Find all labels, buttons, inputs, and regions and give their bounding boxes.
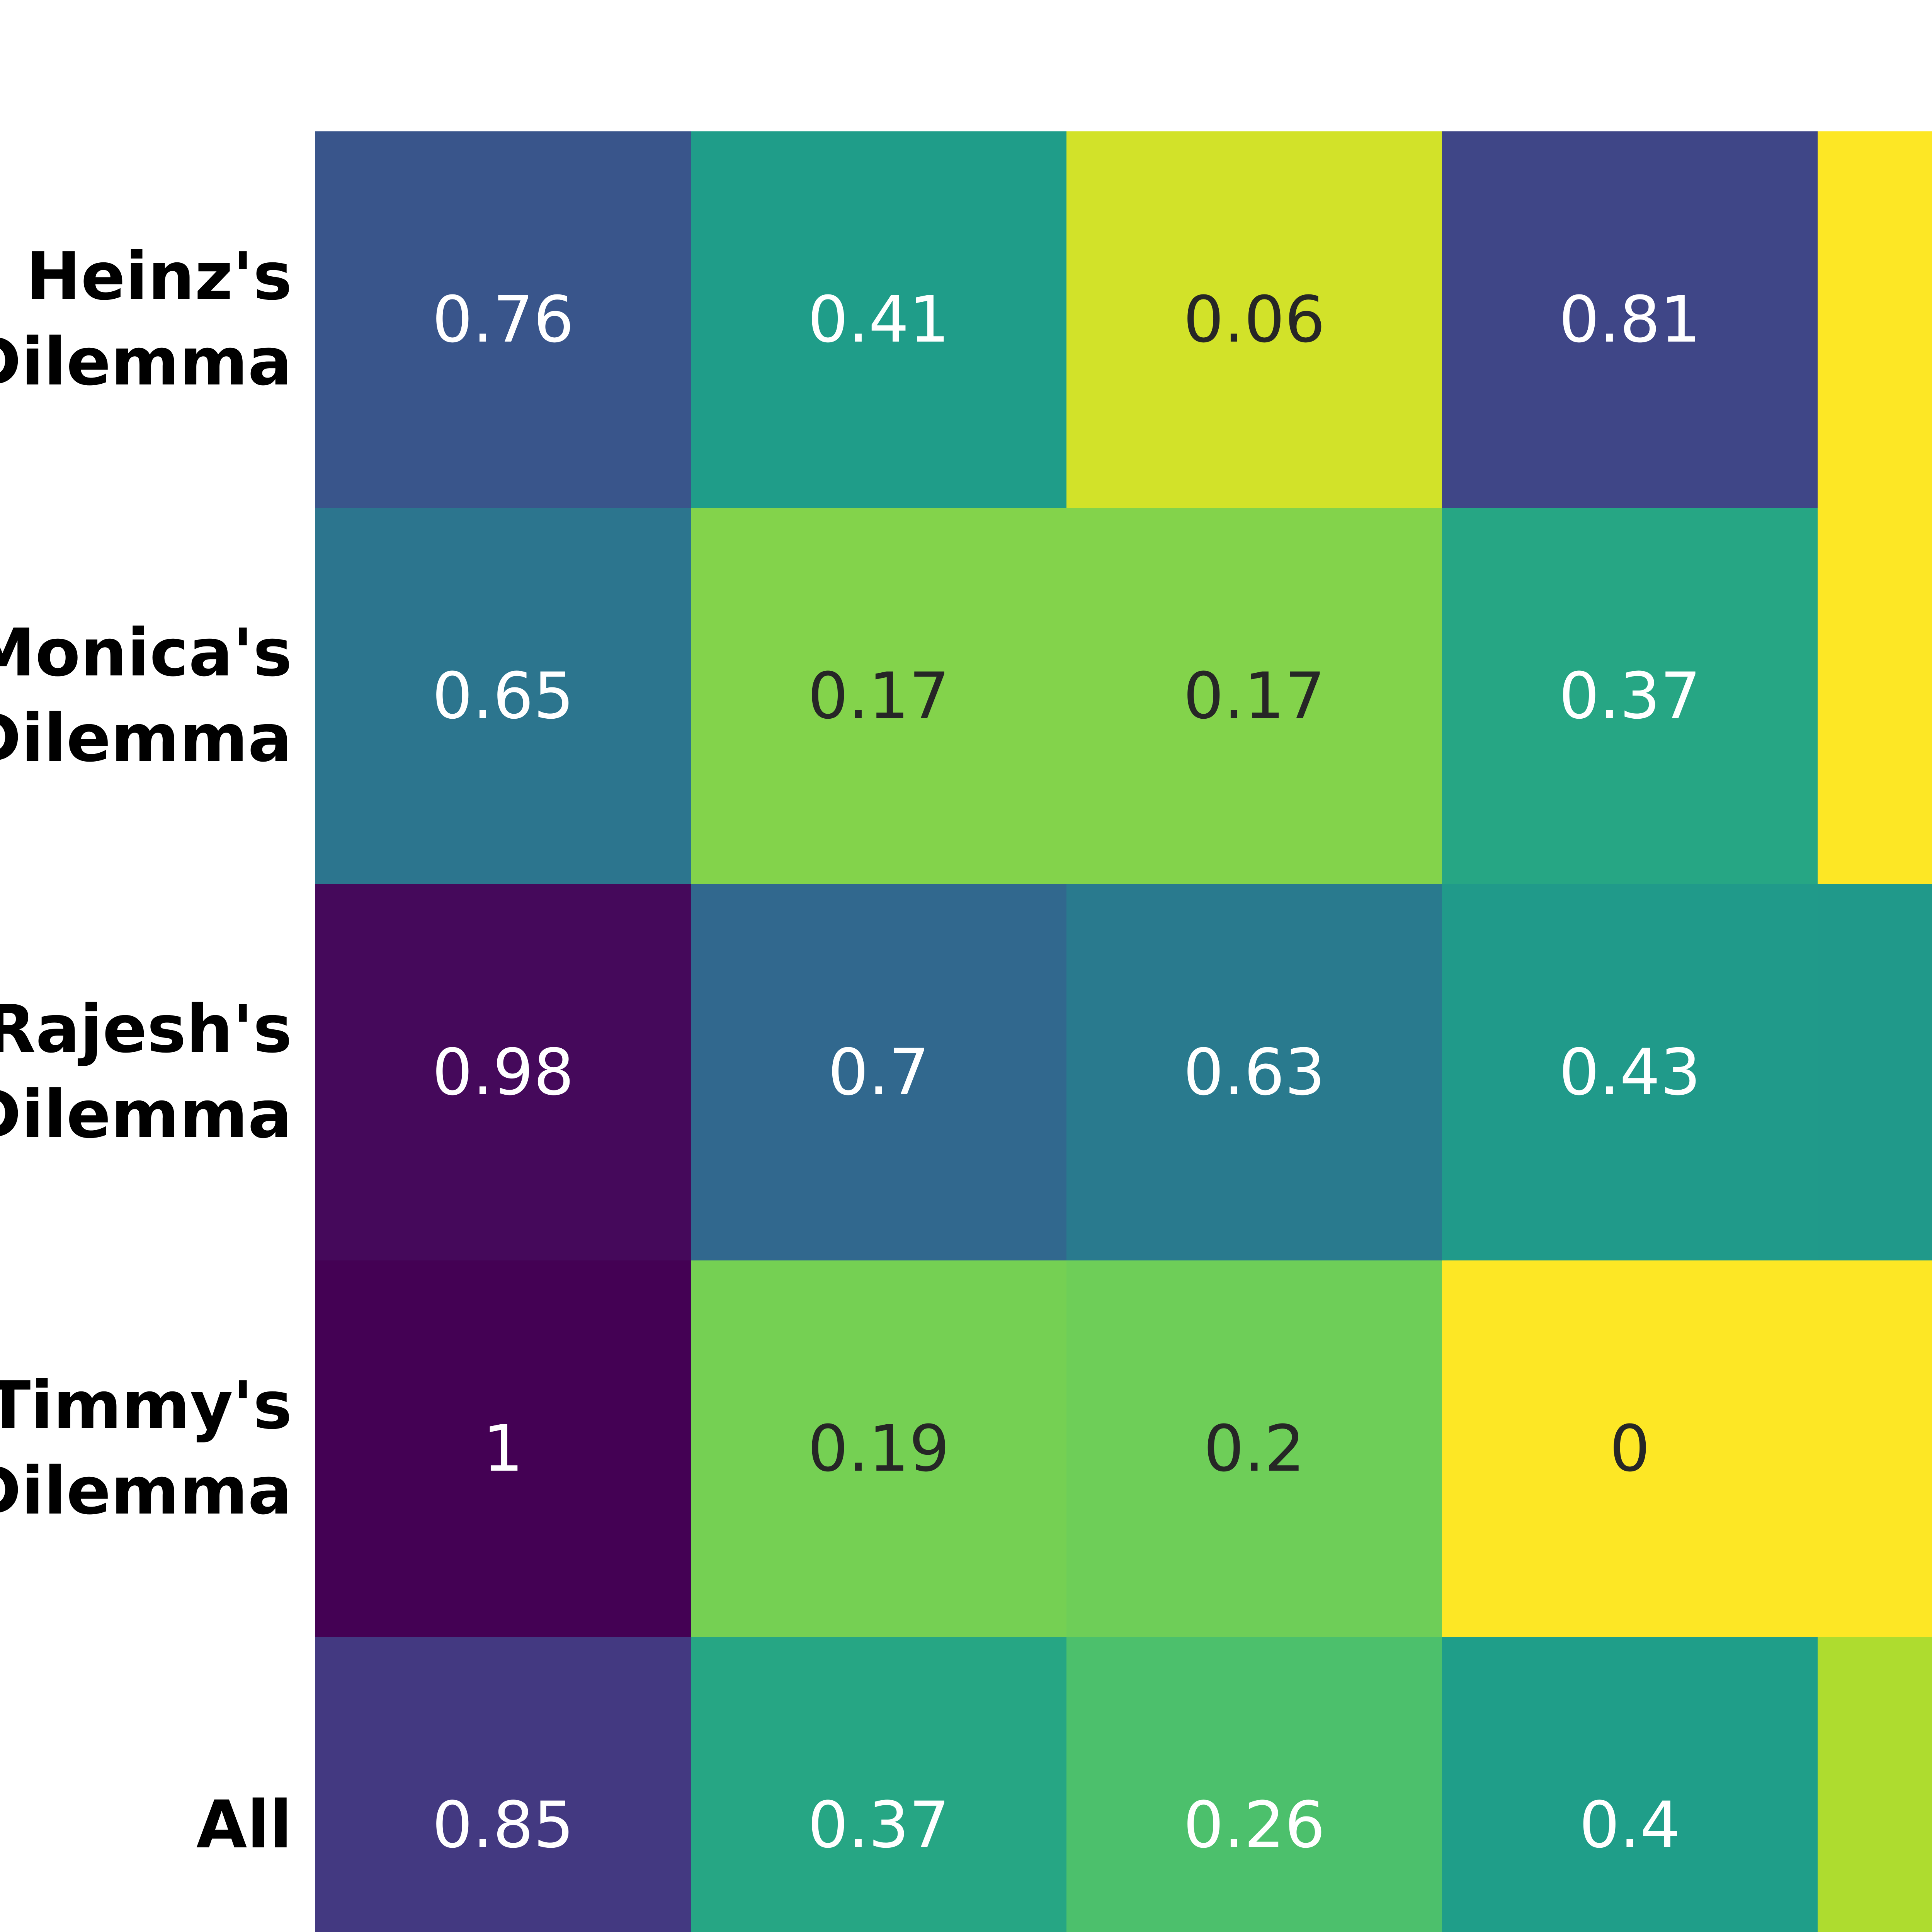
heatmap-cell-3-4: 0	[1818, 1260, 1932, 1637]
heatmap-cell-2-0: 0.98	[315, 884, 691, 1260]
heatmap-cell-4-2: 0.26	[1066, 1637, 1442, 1932]
heatmap-cell-2-3: 0.43	[1442, 884, 1818, 1260]
heatmap-cell-3-2: 0.2	[1066, 1260, 1442, 1637]
heatmap-cell-3-1: 0.19	[691, 1260, 1066, 1637]
heatmap-cell-1-1: 0.17	[691, 508, 1066, 884]
heatmap-cell-0-2: 0.06	[1066, 131, 1442, 508]
heatmap-cell-3-3: 0	[1442, 1260, 1818, 1637]
heatmap-grid: 0.760.410.060.8100.650.170.170.3700.980.…	[315, 131, 1932, 1932]
heatmap-cell-2-1: 0.7	[691, 884, 1066, 1260]
heatmap-cell-4-0: 0.85	[315, 1637, 691, 1932]
row-label-3: Timmy's Dilemma	[0, 1367, 292, 1529]
row-label-4: All	[196, 1786, 292, 1863]
heatmap-cell-0-1: 0.41	[691, 131, 1066, 508]
heatmap-cell-4-1: 0.37	[691, 1637, 1066, 1932]
heatmap-cell-0-4: 0	[1818, 131, 1932, 508]
heatmap-cell-4-4: 0.11	[1818, 1637, 1932, 1932]
heatmap-cell-1-2: 0.17	[1066, 508, 1442, 884]
row-label-0: Heinz's Dilemma	[0, 238, 292, 400]
heatmap-cell-1-3: 0.37	[1442, 508, 1818, 884]
heatmap-cell-2-2: 0.63	[1066, 884, 1442, 1260]
heatmap-cell-1-4: 0	[1818, 508, 1932, 884]
row-label-1: Monica's Dilemma	[0, 615, 292, 777]
heatmap-cell-0-0: 0.76	[315, 131, 691, 508]
heatmap-cell-2-4: 0.44	[1818, 884, 1932, 1260]
row-label-2: Rajesh's Dilemma	[0, 991, 292, 1153]
heatmap-cell-0-3: 0.81	[1442, 131, 1818, 508]
heatmap-cell-4-3: 0.4	[1442, 1637, 1818, 1932]
row-labels: Heinz's Dilemma Monica's Dilemma Rajesh's …	[0, 131, 292, 1932]
heatmap-cell-3-0: 1	[315, 1260, 691, 1637]
heatmap-cell-1-0: 0.65	[315, 508, 691, 884]
